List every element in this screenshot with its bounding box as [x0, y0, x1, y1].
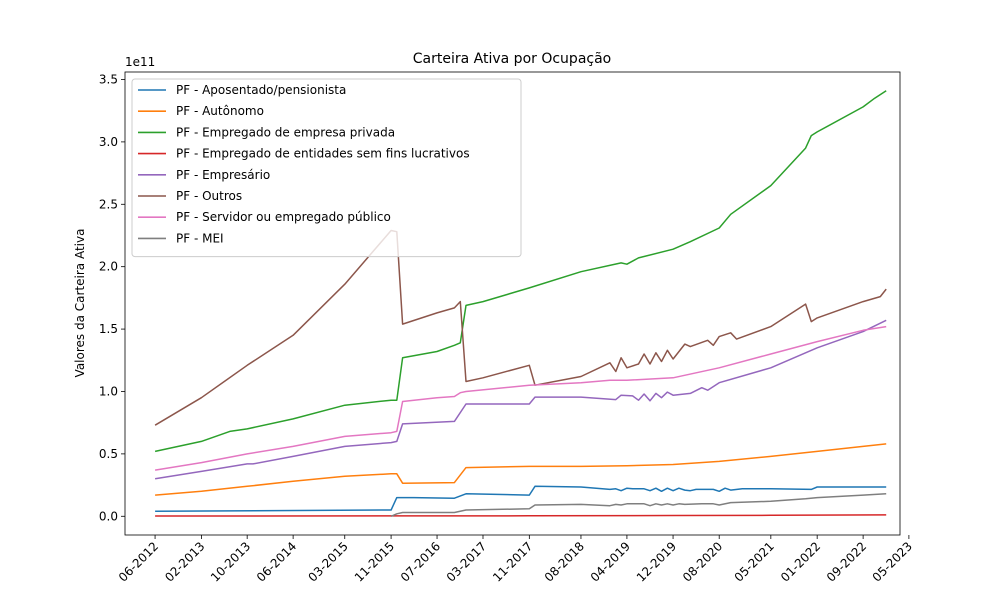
x-axis: 06-2012 02-2013 10-2013 06-2014 03-2015 11-20… — [116, 535, 915, 585]
y-tick-label: 1.5 — [99, 322, 118, 336]
y-tick-label: 1.0 — [99, 384, 118, 398]
x-tick-label: 07-2016 — [398, 539, 443, 584]
x-tick-label: 11-2017 — [490, 539, 535, 584]
legend-label-3: PF - Empregado de entidades sem fins luc… — [176, 147, 470, 161]
x-tick-label: 02-2013 — [162, 539, 207, 584]
series-layer — [154, 90, 887, 517]
chart-title: Carteira Ativa por Ocupação — [413, 51, 611, 67]
series-line-1 — [155, 443, 887, 496]
x-tick-label: 06-2014 — [254, 539, 299, 584]
legend-label-4: PF - Empresário — [176, 168, 270, 182]
series-line-6 — [154, 325, 887, 471]
y-tick-label: 3.5 — [99, 72, 118, 86]
y-axis: 0.0 0.5 1.0 1.5 2.0 2.5 3.0 3.5 — [99, 72, 125, 523]
x-tick-label: 06-2012 — [116, 539, 161, 584]
x-tick-label: 09-2022 — [824, 539, 869, 584]
x-tick-label: 03-2015 — [306, 539, 351, 584]
series-line-0 — [155, 485, 887, 513]
y-tick-label: 0.0 — [99, 509, 118, 523]
plot-frame — [124, 71, 901, 536]
series-line-3 — [155, 514, 887, 517]
x-tick-label: 04-2019 — [588, 539, 633, 584]
legend-label-5: PF - Outros — [176, 189, 242, 203]
x-tick-label: 08-2018 — [542, 539, 587, 584]
x-tick-label: 08-2020 — [680, 539, 725, 584]
x-tick-label: 05-2021 — [732, 539, 777, 584]
y-tick-label: 3.0 — [99, 135, 118, 149]
x-tick-label: 05-2023 — [870, 539, 915, 584]
y-tick-label: 0.5 — [99, 447, 118, 461]
y-tick-label: 2.0 — [99, 260, 118, 274]
y-axis-multiplier: 1e11 — [125, 55, 155, 69]
x-tick-label: 03-2017 — [444, 539, 489, 584]
x-tick-label: 12-2019 — [634, 539, 679, 584]
legend: PF - Aposentado/pensionista PF - Autônomo… — [131, 78, 522, 258]
legend-label-7: PF - MEI — [176, 231, 224, 245]
legend-label-1: PF - Autônomo — [176, 104, 264, 118]
y-tick-label: 2.5 — [99, 197, 118, 211]
x-tick-label: 11-2015 — [352, 539, 397, 584]
series-line-7 — [390, 493, 887, 517]
series-line-5 — [154, 229, 887, 426]
series-line-4 — [154, 319, 887, 480]
x-tick-label: 01-2022 — [778, 539, 823, 584]
legend-box — [131, 78, 522, 258]
legend-label-0: PF - Aposentado/pensionista — [176, 83, 346, 97]
x-tick-label: 10-2013 — [208, 539, 253, 584]
series-line-2 — [154, 90, 887, 453]
y-axis-label: Valores da Carteira Ativa — [73, 229, 87, 378]
legend-label-6: PF - Servidor ou empregado público — [176, 210, 391, 224]
legend-label-2: PF - Empregado de empresa privada — [176, 125, 395, 139]
